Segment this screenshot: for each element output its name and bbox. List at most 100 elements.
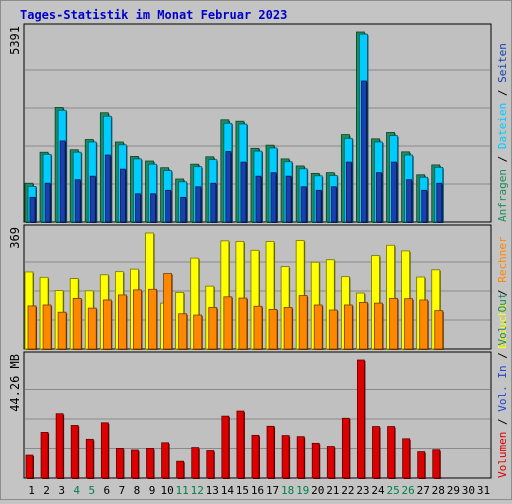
bar-rechner bbox=[253, 305, 263, 350]
day-label: 4 bbox=[73, 484, 80, 497]
bar-volumen bbox=[281, 435, 290, 479]
legend-separator: / bbox=[496, 412, 509, 432]
bar-volumen bbox=[40, 432, 49, 479]
bar-volumen bbox=[176, 460, 185, 479]
bar-seiten bbox=[44, 182, 51, 223]
bar-rechner bbox=[133, 289, 142, 350]
day-label: 31 bbox=[477, 484, 490, 497]
bar-rechner bbox=[178, 313, 188, 350]
legend-separator: / bbox=[496, 83, 509, 103]
bar-seiten bbox=[225, 151, 232, 223]
bar-seiten bbox=[436, 182, 443, 223]
legend-volumen: Volumen bbox=[496, 432, 509, 478]
day-label: 2 bbox=[43, 484, 50, 497]
bar-volumen bbox=[341, 417, 350, 479]
legend-rechner: Rechner bbox=[496, 236, 509, 283]
bar-rechner bbox=[298, 295, 308, 350]
bar-seiten bbox=[330, 186, 337, 223]
bar-volumen bbox=[25, 454, 34, 479]
bar-rechner bbox=[102, 299, 112, 350]
day-label: 17 bbox=[266, 484, 279, 497]
day-label: 30 bbox=[462, 484, 475, 497]
day-label: 8 bbox=[134, 484, 141, 497]
bar-rechner bbox=[148, 288, 157, 350]
bar-volumen bbox=[115, 448, 124, 479]
panel-visits-max-label: 369 bbox=[8, 227, 22, 249]
day-label: 20 bbox=[311, 484, 324, 497]
bar-rechner bbox=[313, 304, 323, 350]
bar-seiten bbox=[29, 196, 36, 223]
bar-seiten bbox=[59, 140, 66, 223]
bar-rechner bbox=[238, 297, 248, 350]
bar-volumen bbox=[251, 434, 260, 479]
bar-rechner bbox=[193, 314, 203, 350]
bar-rechner bbox=[117, 294, 127, 350]
bar-volumen bbox=[402, 438, 411, 479]
bar-rechner bbox=[328, 309, 338, 350]
bar-seiten bbox=[255, 175, 262, 223]
legend-separator: / bbox=[496, 283, 509, 303]
panel-visits: 369 Besuche / Rechner bbox=[8, 224, 509, 350]
panel-visits-bars bbox=[24, 232, 444, 350]
bar-volumen bbox=[417, 451, 426, 479]
day-label: 7 bbox=[119, 484, 126, 497]
bar-seiten bbox=[135, 193, 141, 223]
panel-hits-legend: Anfragen / Dateien / Seiten bbox=[496, 43, 509, 222]
legend-separator: / bbox=[496, 346, 509, 366]
bar-volumen bbox=[55, 413, 64, 479]
day-label: 11 bbox=[176, 484, 189, 497]
bar-volumen bbox=[357, 359, 365, 479]
legend-besuche: Besuche bbox=[496, 303, 509, 349]
bar-rechner bbox=[42, 304, 52, 350]
legend-separator: / bbox=[496, 149, 509, 169]
panel-volume-max-label: 44.26 MB bbox=[8, 354, 22, 412]
panel-hits-bars bbox=[24, 31, 444, 224]
bar-rechner bbox=[163, 273, 172, 350]
bar-seiten bbox=[240, 161, 247, 223]
x-axis-day-labels: 1 2 3 4 5 6 7 8 9 10 11 12 13 14 15 16 17 18 19 20 21 22 23 24 2… bbox=[28, 484, 490, 497]
bar-rechner bbox=[389, 297, 398, 350]
day-label: 10 bbox=[160, 484, 173, 497]
bar-volumen bbox=[266, 425, 275, 479]
panel-hits-max-label: 5391 bbox=[8, 26, 22, 55]
panel-volume-legend: Volumen / Vol. In / Vol. Out bbox=[496, 293, 509, 478]
bar-rechner bbox=[27, 305, 37, 350]
bar-volumen bbox=[161, 442, 169, 479]
bar-volumen bbox=[70, 425, 79, 479]
bar-seiten bbox=[180, 196, 187, 223]
day-label: 27 bbox=[417, 484, 430, 497]
day-label: 15 bbox=[236, 484, 249, 497]
bar-volumen bbox=[221, 415, 230, 479]
bar-volumen bbox=[372, 426, 380, 479]
bar-rechner bbox=[57, 311, 67, 350]
legend-vol-out: Vol. Out bbox=[496, 293, 509, 346]
legend-seiten: Seiten bbox=[496, 43, 509, 83]
panel-volume: 44.26 MB Volumen / Vol. In / Vol. Out bbox=[8, 293, 509, 479]
day-label: 13 bbox=[206, 484, 219, 497]
bar-rechner bbox=[359, 302, 368, 350]
bar-rechner bbox=[434, 310, 444, 350]
panel-volume-bars bbox=[25, 359, 441, 479]
bar-rechner bbox=[283, 307, 293, 350]
day-label: 21 bbox=[326, 484, 339, 497]
bar-seiten bbox=[361, 80, 367, 223]
bar-rechner bbox=[404, 298, 414, 350]
day-label: 16 bbox=[251, 484, 264, 497]
bar-volumen bbox=[387, 426, 395, 479]
day-label: 14 bbox=[221, 484, 235, 497]
bar-volumen bbox=[191, 447, 200, 479]
bar-volumen bbox=[85, 438, 94, 479]
bar-seiten bbox=[165, 189, 171, 223]
day-label: 5 bbox=[88, 484, 95, 497]
bar-volumen bbox=[146, 448, 154, 479]
bar-seiten bbox=[285, 175, 292, 223]
day-label: 12 bbox=[191, 484, 204, 497]
chart-title: Tages-Statistik im Monat Februar 2023 bbox=[20, 8, 287, 22]
legend-anfragen: Anfragen bbox=[496, 169, 509, 222]
bar-seiten bbox=[391, 161, 397, 223]
day-label: 24 bbox=[371, 484, 385, 497]
day-label: 29 bbox=[447, 484, 460, 497]
bar-seiten bbox=[89, 175, 96, 223]
